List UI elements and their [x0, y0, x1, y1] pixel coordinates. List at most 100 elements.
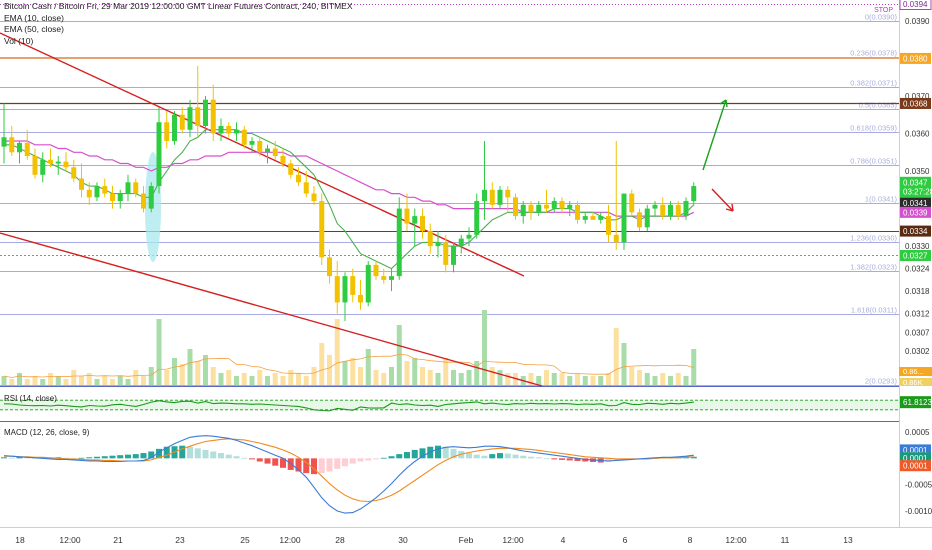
- price-tag: [900, 176, 931, 188]
- candle-body: [241, 129, 247, 145]
- macd-hist-bar: [497, 453, 503, 459]
- time-tick-label: 28: [335, 535, 345, 545]
- volume-bar: [86, 373, 92, 385]
- chart-title: Bitcoin Cash / Bitcoin Fri, 29 Mar 2019 …: [4, 1, 353, 11]
- candle-body: [296, 174, 301, 183]
- volume-bar: [613, 328, 619, 385]
- macd-hist-bar: [16, 456, 23, 459]
- time-tick-label: 11: [781, 535, 790, 545]
- volume-bar: [148, 367, 154, 385]
- time-tick-label: 13: [843, 535, 853, 545]
- volume-bar: [567, 376, 573, 385]
- fib-label: 2(0.0293): [865, 377, 898, 386]
- price-tag-label: 0.0339: [903, 208, 928, 217]
- candle-body: [458, 238, 464, 247]
- volume-bar: [195, 361, 201, 385]
- macd-hist-bar: [690, 456, 697, 459]
- price-tag: [900, 225, 931, 237]
- candle-body: [536, 204, 542, 213]
- candle-body: [451, 246, 456, 265]
- volume-bar: [110, 379, 115, 385]
- macd-hist-bar: [303, 458, 310, 474]
- volume-bar: [1, 376, 7, 385]
- candle-body: [551, 201, 557, 209]
- macd-hist-bar: [63, 457, 69, 459]
- macd-hist-bar: [101, 456, 108, 459]
- volume-bar: [241, 373, 247, 385]
- time-tick-label: 21: [113, 535, 123, 545]
- volume-bar: [660, 373, 666, 385]
- rsi-value-label: 61.8123: [903, 398, 932, 407]
- macd-value-label: 0.0001: [903, 454, 928, 463]
- arrowhead-down: [725, 203, 734, 212]
- price-tag-label: 03:27:28: [903, 188, 932, 197]
- candle-body: [389, 276, 394, 280]
- price-tick-label: 0.0318: [905, 287, 930, 296]
- macd-hist-bar: [225, 454, 232, 459]
- macd-hist-bar: [450, 448, 457, 459]
- macd-value-tag: [900, 452, 931, 464]
- time-tick-label: 12:00: [725, 535, 747, 545]
- fib-label: 0.618(0.0359): [850, 124, 897, 133]
- candle-body: [257, 141, 263, 153]
- candle-body: [575, 204, 580, 220]
- candle-body: [396, 208, 402, 277]
- volume-bar: [652, 376, 658, 385]
- candle-body: [606, 216, 611, 235]
- volume-bar: [489, 367, 495, 385]
- candle-body: [497, 189, 503, 205]
- candle-body: [148, 186, 154, 209]
- volume-bar: [582, 376, 588, 385]
- macd-hist-bar: [504, 453, 511, 459]
- volume-bar: [644, 373, 650, 385]
- volume-bar: [226, 370, 232, 385]
- price-tick-label: 0.0302: [905, 347, 930, 356]
- volume-bar: [443, 358, 449, 385]
- macd-hist-bar: [163, 446, 170, 459]
- candle-body: [652, 204, 658, 209]
- volume-bar: [675, 373, 681, 385]
- candle-body: [559, 201, 565, 209]
- macd-hist-bar: [94, 456, 100, 459]
- volume-bar: [187, 349, 193, 385]
- candle-body: [71, 167, 77, 179]
- time-tick-label: 12:00: [59, 535, 81, 545]
- macd-hist-bar: [202, 449, 209, 459]
- macd-hist-bar: [566, 458, 573, 461]
- volume-bar: [412, 358, 418, 385]
- time-tick-label: 12:00: [502, 535, 524, 545]
- volume-bar: [551, 373, 557, 385]
- candle-body: [63, 161, 69, 168]
- trend-line-lower: [0, 232, 543, 387]
- fib-label: 0.786(0.0351): [850, 157, 897, 166]
- macd-hist-bar: [334, 458, 341, 469]
- volume-bar: [249, 376, 255, 385]
- candle-body: [412, 216, 418, 224]
- volume-bar: [203, 355, 208, 385]
- macd-hist-bar: [179, 445, 186, 459]
- volume-bar: [17, 373, 22, 385]
- candle-body: [420, 216, 425, 232]
- macd-hist-bar: [411, 449, 418, 459]
- macd-hist-bar: [365, 458, 372, 461]
- fib-label: 0(0.0390): [865, 13, 898, 22]
- macd-hist-bar: [1, 457, 7, 459]
- macd-hist-bar: [512, 454, 519, 459]
- candle-body: [582, 216, 588, 220]
- macd-hist-bar: [613, 458, 620, 461]
- macd-hist-bar: [326, 458, 333, 472]
- candle-body: [466, 234, 472, 239]
- price-tag: [900, 197, 931, 209]
- macd-hist-bar: [272, 458, 279, 466]
- candle-body: [195, 107, 201, 126]
- macd-hist-bar: [156, 448, 162, 459]
- time-tick-label: 18: [15, 535, 25, 545]
- macd-hist-bar: [187, 446, 193, 459]
- candle-body: [350, 276, 356, 295]
- volume-legend: Vol (10): [4, 35, 34, 46]
- volume-bar: [79, 376, 84, 385]
- volume-bar: [590, 376, 596, 385]
- volume-bar: [420, 367, 425, 385]
- volume-bar: [497, 370, 503, 385]
